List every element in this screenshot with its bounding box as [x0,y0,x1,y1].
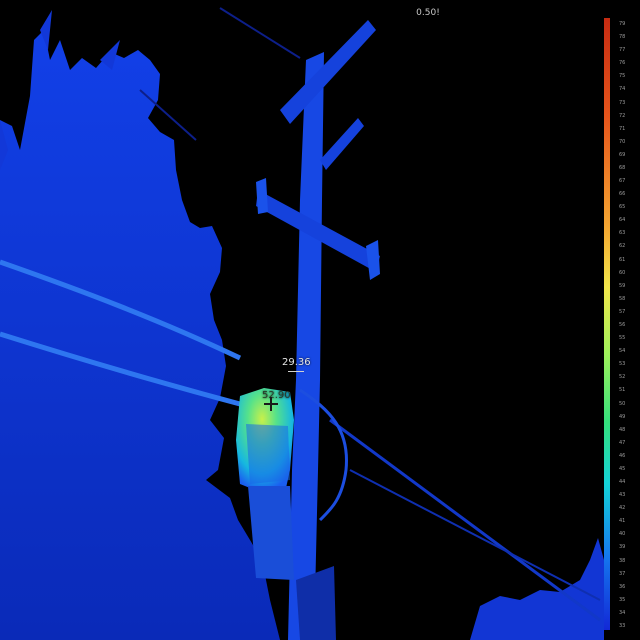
scale-tick: 38 [619,558,626,564]
scale-tick: 47 [619,440,626,446]
power-line-2 [0,331,241,407]
spot-crosshair [264,397,278,411]
scale-tick: 77 [619,47,626,53]
temperature-scale-bar [604,18,610,630]
top-readout: 0.50! [416,8,440,18]
spot-label-pole: 29.36 [282,357,311,368]
scale-tick: 51 [619,387,626,393]
scale-tick: 37 [619,571,626,577]
crossarm-lower [256,190,380,272]
transformer-base [248,486,294,580]
scale-tick: 78 [619,34,626,40]
scale-tick: 44 [619,479,626,485]
scale-tick: 61 [619,257,626,263]
scale-tick: 76 [619,60,626,66]
scale-tick: 68 [619,165,626,171]
temperature-scale: 79 78 77 76 75 74 73 72 71 70 69 68 67 66 65 64 63 62 61 60… [604,18,640,630]
scale-tick: 49 [619,414,626,420]
scale-tick: 73 [619,100,626,106]
power-line-3 [329,418,601,622]
scale-tick: 43 [619,492,626,498]
scale-tick: 46 [619,453,626,459]
right-bush [470,538,604,640]
scale-tick: 53 [619,361,626,367]
scale-tick: 42 [619,505,626,511]
scale-tick: 54 [619,348,626,354]
scale-tick: 65 [619,204,626,210]
power-line-4 [349,469,601,601]
spot-label-transformer: 52.90 [262,390,291,401]
power-line-5 [219,7,301,59]
pole-wiring [299,388,349,522]
scale-tick: 60 [619,270,626,276]
scale-tick: 72 [619,113,626,119]
scale-tick: 39 [619,544,626,550]
utility-pole [288,52,324,640]
crossarm-top [280,20,376,124]
scale-tick: 69 [619,152,626,158]
scale-tick: 58 [619,296,626,302]
scale-tick: 45 [619,466,626,472]
scale-tick: 79 [619,21,626,27]
scale-tick: 70 [619,139,626,145]
tree-silhouette [0,30,280,640]
scale-tick: 63 [619,230,626,236]
scale-tick: 36 [619,584,626,590]
scale-tick: 34 [619,610,626,616]
scale-tick: 74 [619,86,626,92]
transformer-body [246,424,290,484]
scale-tick: 41 [619,518,626,524]
scale-tick: 75 [619,73,626,79]
scale-tick: 59 [619,283,626,289]
power-line-6 [139,89,197,141]
pole-base [296,566,336,640]
scale-tick: 57 [619,309,626,315]
scale-tick: 66 [619,191,626,197]
scale-tick: 40 [619,531,626,537]
scale-tick: 67 [619,178,626,184]
power-line-1 [0,259,242,361]
scale-tick: 52 [619,374,626,380]
scale-tick: 62 [619,243,626,249]
scale-tick: 71 [619,126,626,132]
scale-tick: 33 [619,623,626,629]
scale-tick: 35 [619,597,626,603]
crossarm-middle [320,118,364,170]
scale-tick: 64 [619,217,626,223]
scale-tick: 55 [619,335,626,341]
spot-underline-pole [288,371,304,372]
scale-tick: 50 [619,401,626,407]
scale-tick: 48 [619,427,626,433]
scale-tick: 56 [619,322,626,328]
